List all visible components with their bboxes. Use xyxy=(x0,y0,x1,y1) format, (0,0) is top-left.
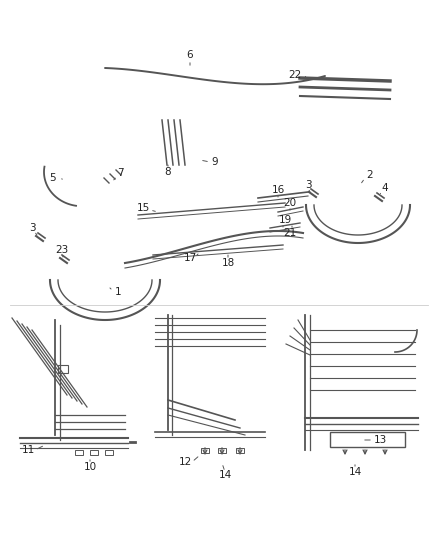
Text: 6: 6 xyxy=(187,50,193,60)
Bar xyxy=(75,450,83,455)
Text: 19: 19 xyxy=(279,215,292,225)
Text: 23: 23 xyxy=(55,245,69,255)
Text: 17: 17 xyxy=(184,253,197,263)
Bar xyxy=(105,450,113,455)
Text: 13: 13 xyxy=(373,435,387,445)
Text: 4: 4 xyxy=(381,183,389,193)
Text: 14: 14 xyxy=(348,467,362,477)
Text: 11: 11 xyxy=(21,445,35,455)
Text: 14: 14 xyxy=(219,470,232,480)
Text: 16: 16 xyxy=(272,185,285,195)
Text: 3: 3 xyxy=(28,223,35,233)
Text: 9: 9 xyxy=(212,157,218,167)
Bar xyxy=(236,448,244,453)
Text: 21: 21 xyxy=(283,228,297,238)
Text: 3: 3 xyxy=(305,180,311,190)
Bar xyxy=(201,448,209,453)
Bar xyxy=(90,450,98,455)
Text: 18: 18 xyxy=(221,258,235,268)
Text: 2: 2 xyxy=(367,170,373,180)
Text: 12: 12 xyxy=(178,457,192,467)
Text: 10: 10 xyxy=(83,462,96,472)
Text: 5: 5 xyxy=(49,173,57,183)
Text: 1: 1 xyxy=(115,287,121,297)
Text: 22: 22 xyxy=(288,70,302,80)
Text: 8: 8 xyxy=(165,167,171,177)
Text: 15: 15 xyxy=(136,203,150,213)
Bar xyxy=(330,432,405,447)
Text: 20: 20 xyxy=(283,198,297,208)
Bar xyxy=(218,448,226,453)
Text: 7: 7 xyxy=(117,168,124,178)
Bar xyxy=(58,365,68,373)
